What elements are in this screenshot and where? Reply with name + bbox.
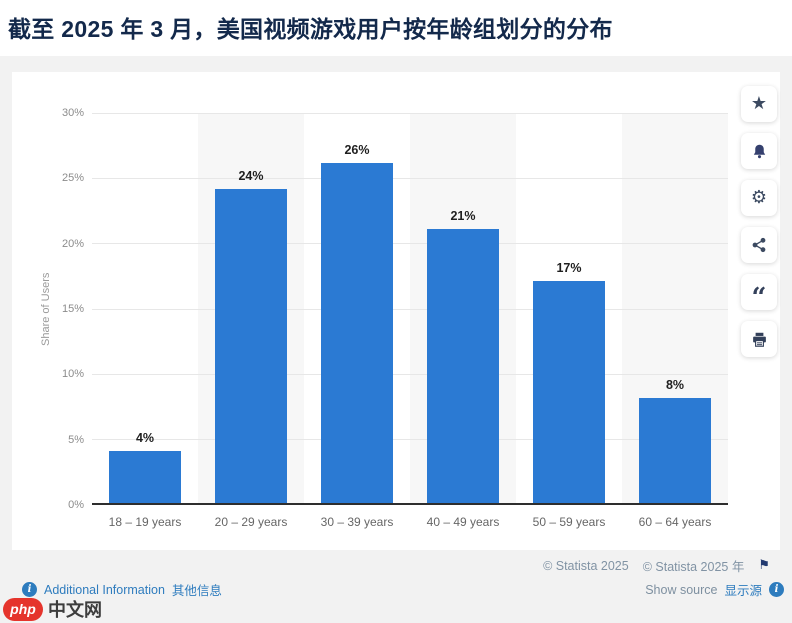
x-axis-label: 18 – 19 years [108, 515, 182, 529]
y-tick-label: 5% [68, 433, 84, 446]
bar[interactable] [533, 280, 605, 503]
y-tick-label: 15% [61, 303, 84, 315]
info-icon: i [22, 582, 37, 597]
y-gridline [92, 308, 728, 310]
gear-icon: ⚙ [750, 187, 768, 208]
bar[interactable] [215, 189, 287, 503]
bar-value-label: 21% [450, 208, 476, 223]
y-tick-label: 25% [61, 172, 84, 185]
print-button[interactable] [741, 321, 777, 357]
copyright-zh: © Statista 2025 年 [642, 560, 745, 574]
php-cn-logo: php 中文网 [3, 596, 102, 622]
bar-value-label: 26% [344, 143, 370, 158]
favorite-button[interactable]: ★ [741, 86, 777, 122]
show-source-link[interactable]: Show source 显示源 i [645, 580, 784, 599]
flag-icon[interactable]: ⚑ [758, 558, 770, 573]
y-gridline [92, 112, 728, 114]
y-tick-label: 20% [61, 237, 84, 250]
copyright: © Statista 2025 © Statista 2025 年 ⚑ [543, 556, 770, 575]
bar[interactable] [109, 450, 181, 503]
y-tick-label: 30% [61, 107, 84, 119]
chart-toolbar: ★ ⚙ [741, 86, 777, 357]
info-icon: i [769, 582, 784, 597]
quote-icon: “ [751, 283, 767, 313]
y-gridline [92, 439, 728, 441]
cite-button[interactable]: “ [741, 274, 777, 313]
show-source-label: Show source [645, 582, 718, 597]
chart-card: Share of Users 0% 5% 10% 15% 20% 25% 30% 4% 18 –… [12, 72, 780, 550]
x-axis-label: 30 – 39 years [320, 515, 394, 529]
bar-value-label: 17% [556, 260, 582, 275]
alerts-button[interactable] [741, 133, 777, 169]
page-title: 截至 2025 年 3 月，美国视频游戏用户按年龄组划分的分布 [8, 16, 613, 42]
footer-links: i Additional Information 其他信息 Show sourc… [22, 580, 784, 599]
x-axis-label: 50 – 59 years [532, 515, 606, 529]
additional-information-label: Additional Information [44, 582, 165, 597]
bar-value-label: 4% [135, 430, 155, 445]
bar[interactable] [427, 228, 499, 503]
additional-information-label-zh: 其他信息 [171, 584, 222, 598]
bar[interactable] [639, 398, 711, 503]
share-icon [751, 237, 767, 253]
x-axis-label: 40 – 49 years [426, 515, 500, 529]
bar[interactable] [321, 163, 393, 503]
additional-information-link[interactable]: i Additional Information 其他信息 [22, 580, 222, 599]
y-gridline [92, 373, 728, 375]
y-gridline [92, 177, 728, 179]
bar-value-label: 8% [665, 378, 685, 393]
y-gridline [92, 243, 728, 245]
settings-button[interactable]: ⚙ [741, 180, 777, 216]
print-icon [751, 331, 768, 348]
y-tick-label: 0% [68, 499, 84, 511]
bar-value-label: 24% [238, 169, 264, 184]
bell-icon [751, 143, 768, 160]
php-logo-text: 中文网 [48, 600, 102, 620]
plot-area: 0% 5% 10% 15% 20% 25% 30% 4% 18 – 19 years 24% 20 … [62, 107, 728, 529]
share-button[interactable] [741, 227, 777, 263]
x-axis-label: 20 – 29 years [214, 515, 288, 529]
x-axis-label: 60 – 64 years [638, 515, 712, 529]
php-logo-badge: php [3, 597, 43, 621]
star-icon: ★ [750, 93, 768, 114]
y-tick-label: 10% [61, 368, 84, 381]
show-source-label-zh: 显示源 [724, 584, 762, 598]
copyright-en: © Statista 2025 [543, 558, 629, 573]
